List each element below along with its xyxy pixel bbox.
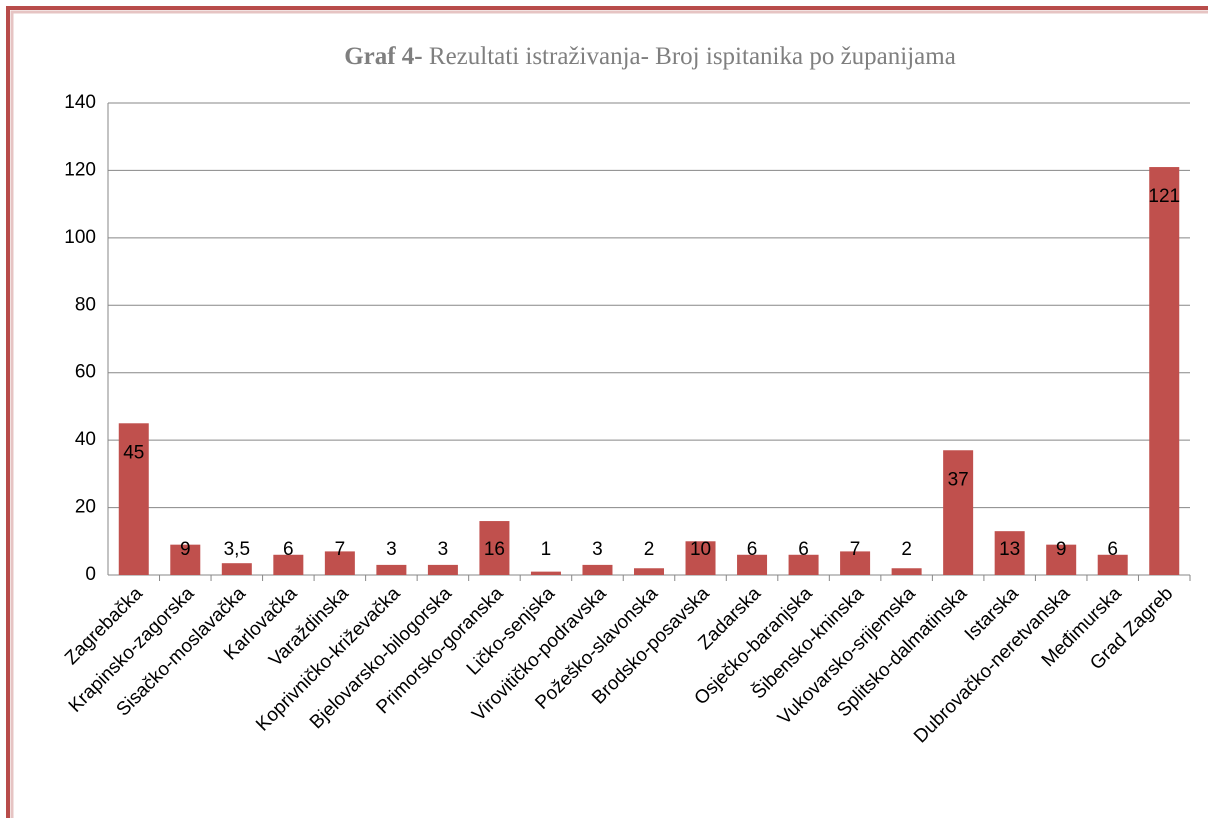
bar	[324, 551, 355, 575]
data-label: 3	[592, 539, 603, 560]
bar	[634, 568, 664, 575]
data-label: 6	[1107, 539, 1118, 560]
data-label: 37	[948, 469, 969, 490]
data-label: 9	[1056, 539, 1067, 560]
data-label: 7	[850, 539, 861, 560]
bar	[273, 554, 304, 575]
bar	[840, 551, 871, 575]
bar	[427, 564, 458, 575]
bar	[221, 563, 252, 575]
bar	[376, 564, 407, 575]
bar	[530, 571, 561, 575]
bar	[994, 531, 1025, 575]
frame-shadow	[10, 10, 1208, 818]
bar	[118, 423, 149, 575]
data-label: 121	[1148, 186, 1180, 207]
data-label: 6	[283, 539, 294, 560]
data-label: 16	[484, 539, 505, 560]
data-label: 10	[690, 539, 711, 560]
data-label: 3	[386, 539, 397, 560]
y-tick-label: 60	[75, 362, 96, 383]
frame	[6, 6, 1208, 818]
data-label: 6	[798, 539, 809, 560]
bar	[1097, 554, 1128, 575]
data-label: 45	[123, 442, 144, 463]
chart-title: Graf 4- Rezultati istraživanja- Broj isp…	[344, 43, 956, 70]
data-label: 2	[644, 539, 655, 560]
y-tick-label: 80	[75, 294, 96, 315]
y-tick-label: 140	[64, 92, 96, 113]
y-tick-label: 120	[64, 159, 96, 180]
title-bold: Graf 4-	[344, 43, 422, 70]
bar	[788, 554, 819, 575]
bar	[1046, 544, 1077, 575]
data-label: 2	[901, 539, 912, 560]
bar	[479, 521, 510, 575]
y-tick-label: 0	[85, 564, 96, 585]
bar	[737, 554, 768, 575]
bar	[891, 568, 922, 575]
data-label: 13	[999, 539, 1020, 560]
bar	[685, 541, 716, 575]
y-tick-label: 40	[75, 429, 96, 450]
data-label: 1	[541, 539, 552, 560]
y-tick-label: 100	[64, 227, 96, 248]
bar	[1149, 167, 1180, 576]
data-label: 7	[335, 539, 346, 560]
data-label: 9	[180, 539, 191, 560]
bar	[582, 564, 613, 575]
bar	[170, 544, 201, 575]
bar	[943, 450, 974, 575]
y-tick-label: 20	[75, 497, 96, 518]
data-label: 3	[438, 539, 449, 560]
data-label: 3,5	[224, 539, 250, 560]
data-label: 6	[747, 539, 758, 560]
title-text: Rezultati istraživanja- Broj ispitanika …	[429, 43, 956, 70]
